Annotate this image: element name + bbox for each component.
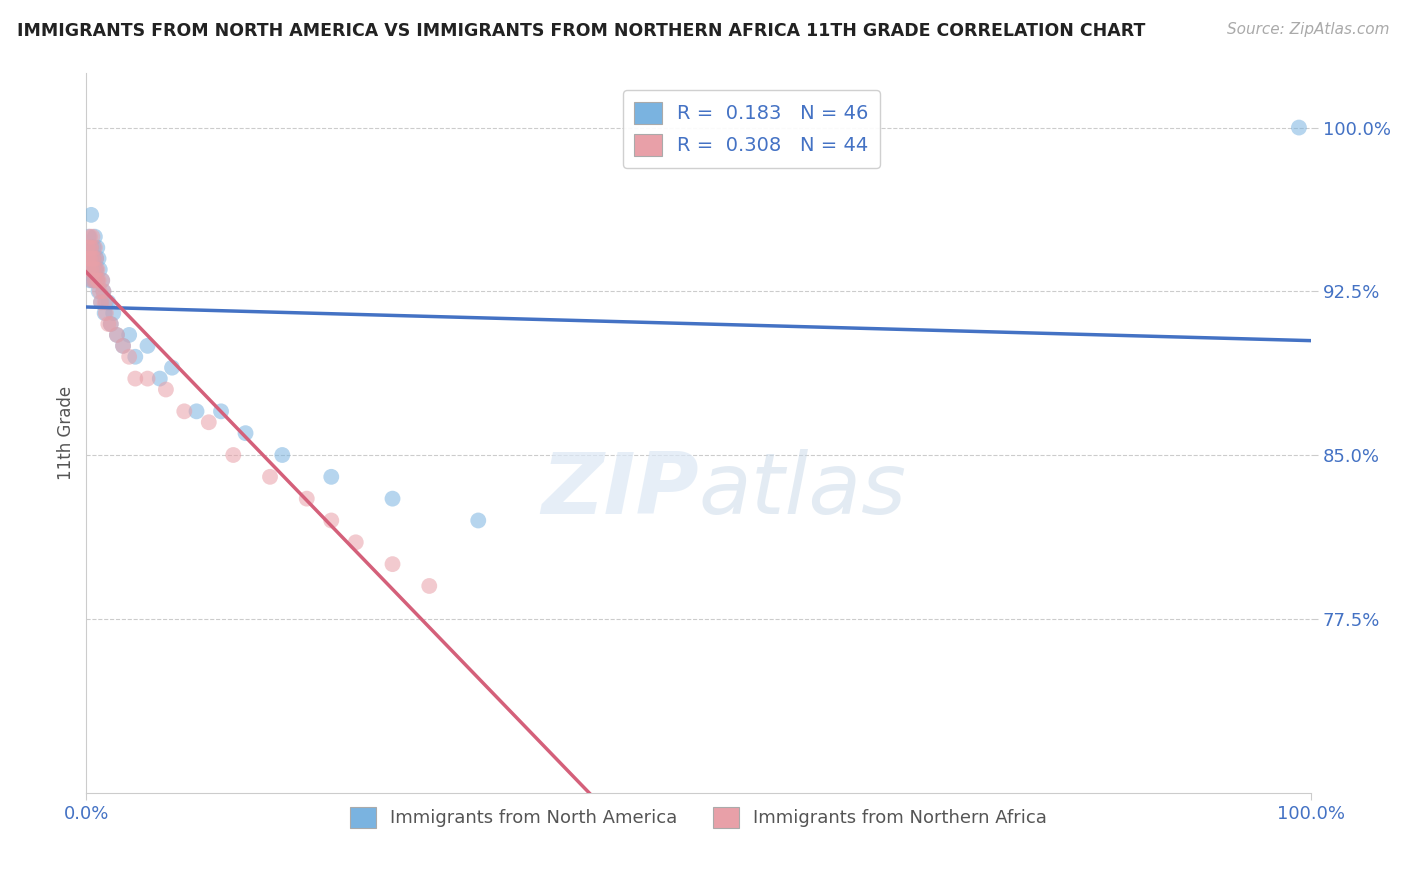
Point	[79, 241, 101, 255]
Point	[86, 262, 108, 277]
Point	[83, 262, 105, 277]
Point	[100, 317, 122, 331]
Point	[90, 295, 112, 310]
Point	[82, 252, 104, 266]
Point	[86, 241, 108, 255]
Point	[77, 241, 100, 255]
Point	[93, 295, 115, 310]
Point	[91, 273, 114, 287]
Point	[295, 491, 318, 506]
Point	[87, 273, 110, 287]
Point	[83, 229, 105, 244]
Point	[80, 262, 103, 277]
Point	[136, 339, 159, 353]
Point	[186, 404, 208, 418]
Point	[83, 273, 105, 287]
Point	[80, 241, 103, 255]
Point	[271, 448, 294, 462]
Point	[209, 404, 232, 418]
Point	[84, 252, 107, 266]
Point	[100, 317, 122, 331]
Point	[82, 273, 104, 287]
Point	[83, 241, 105, 255]
Point	[160, 360, 183, 375]
Point	[86, 273, 108, 287]
Point	[84, 262, 107, 277]
Point	[222, 448, 245, 462]
Point	[77, 229, 100, 244]
Point	[93, 285, 115, 299]
Point	[83, 252, 105, 266]
Point	[83, 252, 105, 266]
Point	[83, 262, 105, 277]
Point	[77, 252, 100, 266]
Point	[76, 252, 98, 266]
Point	[91, 273, 114, 287]
Point	[418, 579, 440, 593]
Point	[79, 252, 101, 266]
Point	[79, 273, 101, 287]
Point	[82, 229, 104, 244]
Point	[84, 252, 107, 266]
Point	[79, 262, 101, 277]
Text: IMMIGRANTS FROM NORTH AMERICA VS IMMIGRANTS FROM NORTHERN AFRICA 11TH GRADE CORR: IMMIGRANTS FROM NORTH AMERICA VS IMMIGRA…	[17, 22, 1146, 40]
Point	[197, 415, 219, 429]
Point	[80, 241, 103, 255]
Point	[97, 295, 120, 310]
Point	[381, 491, 404, 506]
Point	[105, 327, 128, 342]
Point	[93, 306, 115, 320]
Point	[344, 535, 367, 549]
Point	[118, 327, 141, 342]
Point	[105, 327, 128, 342]
Point	[84, 262, 107, 277]
Point	[124, 371, 146, 385]
Point	[79, 229, 101, 244]
Point	[94, 295, 117, 310]
Point	[77, 262, 100, 277]
Point	[94, 306, 117, 320]
Point	[87, 252, 110, 266]
Point	[89, 285, 111, 299]
Point	[112, 339, 135, 353]
Legend: Immigrants from North America, Immigrants from Northern Africa: Immigrants from North America, Immigrant…	[343, 799, 1054, 835]
Point	[321, 470, 343, 484]
Point	[83, 273, 105, 287]
Text: atlas: atlas	[699, 450, 907, 533]
Point	[103, 306, 125, 320]
Point	[87, 285, 110, 299]
Point	[82, 252, 104, 266]
Point	[97, 317, 120, 331]
Point	[467, 513, 489, 527]
Point	[155, 383, 177, 397]
Text: ZIP: ZIP	[541, 450, 699, 533]
Point	[82, 262, 104, 277]
Point	[124, 350, 146, 364]
Point	[235, 426, 257, 441]
Point	[136, 371, 159, 385]
Point	[259, 470, 281, 484]
Point	[112, 339, 135, 353]
Point	[1288, 120, 1310, 135]
Point	[82, 273, 104, 287]
Point	[173, 404, 195, 418]
Point	[93, 285, 115, 299]
Point	[80, 252, 103, 266]
Point	[321, 513, 343, 527]
Text: Source: ZipAtlas.com: Source: ZipAtlas.com	[1226, 22, 1389, 37]
Point	[381, 557, 404, 571]
Point	[90, 295, 112, 310]
Point	[118, 350, 141, 364]
Point	[80, 208, 103, 222]
Point	[76, 241, 98, 255]
Point	[83, 241, 105, 255]
Point	[76, 252, 98, 266]
Point	[86, 273, 108, 287]
Point	[89, 262, 111, 277]
Y-axis label: 11th Grade: 11th Grade	[58, 386, 75, 480]
Point	[149, 371, 172, 385]
